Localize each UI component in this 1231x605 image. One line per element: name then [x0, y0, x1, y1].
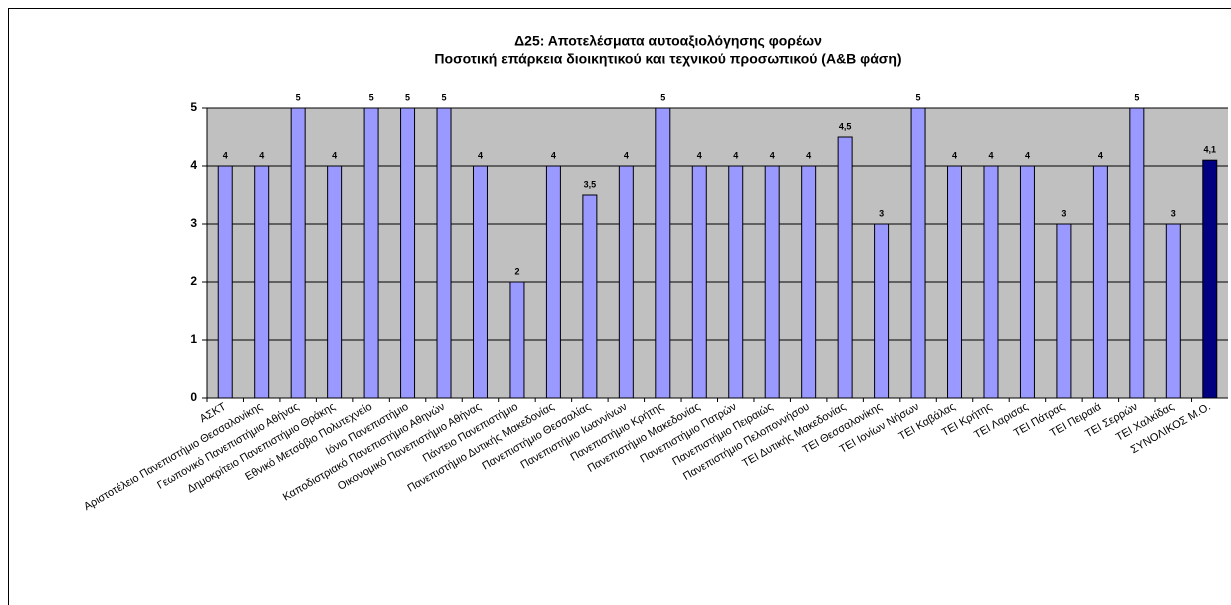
bar — [618, 165, 634, 399]
y-tick-label: 2 — [190, 274, 197, 288]
chart-title: Δ25: Αποτελέσματα αυτοαξιολόγησης φορέων — [514, 33, 822, 49]
value-label: 4 — [697, 150, 702, 160]
y-tick-label: 5 — [190, 100, 197, 114]
bar — [1056, 223, 1072, 399]
value-label: 4 — [952, 150, 957, 160]
value-label: 5 — [660, 92, 665, 102]
value-label: 4 — [478, 150, 483, 160]
value-label: 4 — [223, 150, 228, 160]
value-label: 4 — [332, 150, 337, 160]
bar — [363, 107, 379, 399]
value-label: 3,5 — [584, 179, 597, 189]
bar — [545, 165, 561, 399]
bar — [472, 165, 488, 399]
bar — [290, 107, 306, 399]
bar — [327, 165, 343, 399]
value-label: 3 — [1061, 208, 1066, 218]
bar — [400, 107, 416, 399]
chart-subtitle: Ποσοτική επάρκεια διοικητικού και τεχνικ… — [434, 51, 901, 67]
value-label: 5 — [369, 92, 374, 102]
bar — [728, 165, 744, 399]
bar — [1019, 165, 1035, 399]
plot-area — [207, 108, 1228, 398]
value-label: 4 — [1098, 150, 1103, 160]
bar — [655, 107, 671, 399]
bar — [217, 165, 233, 399]
value-label: 4 — [988, 150, 993, 160]
value-label: 4 — [1025, 150, 1030, 160]
bar — [509, 281, 525, 399]
bar — [582, 194, 598, 399]
value-label: 5 — [405, 92, 410, 102]
value-label: 4 — [259, 150, 264, 160]
value-label: 3 — [1171, 208, 1176, 218]
bar — [1092, 165, 1108, 399]
value-label: 5 — [916, 92, 921, 102]
value-label: 4 — [733, 150, 738, 160]
bar — [874, 223, 890, 399]
y-tick-label: 4 — [190, 158, 197, 172]
value-label: 4 — [770, 150, 775, 160]
bar — [1129, 107, 1145, 399]
bar — [254, 165, 270, 399]
bar — [837, 136, 853, 399]
y-tick-label: 0 — [190, 390, 197, 404]
bar — [983, 165, 999, 399]
bar — [947, 165, 963, 399]
y-tick-label: 1 — [190, 332, 197, 346]
value-label: 4,1 — [1204, 145, 1217, 155]
bar — [1202, 159, 1218, 399]
bar — [436, 107, 452, 399]
value-label: 2 — [514, 266, 519, 276]
value-label: 5 — [296, 92, 301, 102]
value-label: 4 — [624, 150, 629, 160]
y-tick-label: 3 — [190, 216, 197, 230]
value-label: 3 — [879, 208, 884, 218]
bar — [1165, 223, 1181, 399]
bar — [764, 165, 780, 399]
value-label: 4 — [806, 150, 811, 160]
value-label: 5 — [1134, 92, 1139, 102]
bar — [801, 165, 817, 399]
value-label: 4 — [551, 150, 556, 160]
value-label: 4,5 — [839, 121, 852, 131]
value-label: 5 — [442, 92, 447, 102]
bar — [910, 107, 926, 399]
bar — [691, 165, 707, 399]
